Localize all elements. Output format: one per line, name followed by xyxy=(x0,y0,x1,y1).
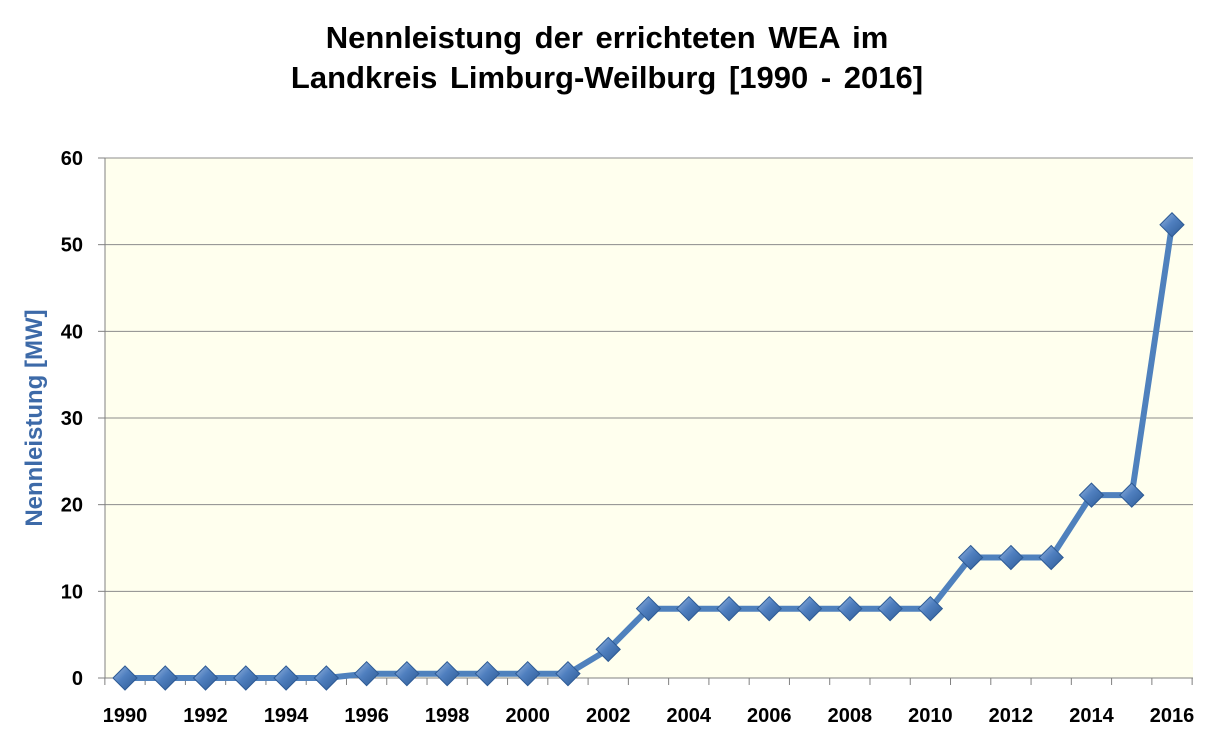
gridlines xyxy=(98,157,1193,685)
x-tick-label-7: 2004 xyxy=(667,705,712,727)
data-point-2006 xyxy=(756,595,783,622)
data-point-2001 xyxy=(555,660,581,687)
data-point-2014 xyxy=(1078,482,1105,508)
chart-title-line-2: Landkreis Limburg-Weilburg [1990 - 2016] xyxy=(290,60,924,95)
y-axis-label: Nennleistung [MW] xyxy=(21,309,48,526)
x-tick-label-1: 1992 xyxy=(183,705,228,727)
x-tick-label-11: 2012 xyxy=(989,705,1034,727)
y-tick-label-0: 0 xyxy=(72,668,83,690)
data-point-1993 xyxy=(233,665,259,691)
data-point-1997 xyxy=(394,660,420,687)
data-point-2009 xyxy=(877,595,903,622)
data-point-1999 xyxy=(474,660,501,687)
x-tick-label-9: 2008 xyxy=(828,705,873,727)
x-tick-label-12: 2014 xyxy=(1069,705,1114,727)
data-point-2010 xyxy=(917,595,944,622)
data-point-2008 xyxy=(837,595,863,622)
x-tick-label-5: 2000 xyxy=(505,705,550,727)
data-point-2002 xyxy=(595,636,621,663)
data-point-1994 xyxy=(273,665,299,691)
data-point-2011 xyxy=(957,544,984,571)
data-point-2012 xyxy=(998,544,1024,571)
markers-group xyxy=(112,212,1185,691)
data-point-2004 xyxy=(676,595,702,622)
data-point-1992 xyxy=(192,665,219,691)
x-tick-label-2: 1994 xyxy=(264,705,309,727)
data-point-2016 xyxy=(1159,212,1185,238)
x-tick-label-8: 2006 xyxy=(747,705,792,727)
data-point-2007 xyxy=(796,595,823,622)
data-point-1996 xyxy=(353,660,380,687)
y-tick-label-3: 30 xyxy=(61,408,83,430)
y-tick-label-5: 50 xyxy=(61,235,83,257)
chart-title: Nennleistung der errichteten WEA im Land… xyxy=(0,18,1214,98)
data-point-2013 xyxy=(1038,544,1064,571)
y-tick-label-1: 10 xyxy=(61,581,83,603)
x-tick-label-3: 1996 xyxy=(344,705,389,727)
x-tick-label-6: 2002 xyxy=(586,705,631,727)
data-point-2005 xyxy=(716,595,742,622)
data-point-2015 xyxy=(1119,482,1145,508)
y-tick-label-4: 40 xyxy=(61,321,83,343)
chart-title-line-1: Nennleistung der errichteten WEA im xyxy=(325,20,889,55)
x-tick-label-0: 1990 xyxy=(103,705,148,727)
x-tick-labels: 1990 1992 1994 1996 1998 2000 2002 2004 2006 2008… xyxy=(103,705,1195,727)
x-tick-label-13: 2016 xyxy=(1150,705,1195,727)
data-point-1991 xyxy=(152,665,178,691)
data-point-2003 xyxy=(635,595,662,622)
data-point-2000 xyxy=(514,660,541,687)
data-point-1995 xyxy=(313,665,340,691)
data-point-1990 xyxy=(112,665,138,691)
y-tick-labels: 0 10 20 30 40 50 60 xyxy=(61,148,83,690)
data-point-1998 xyxy=(434,660,460,687)
y-tick-label-6: 60 xyxy=(61,148,83,170)
x-tick-label-10: 2010 xyxy=(908,705,953,727)
x-tick-label-4: 1998 xyxy=(425,705,470,727)
y-tick-label-2: 20 xyxy=(61,495,83,517)
